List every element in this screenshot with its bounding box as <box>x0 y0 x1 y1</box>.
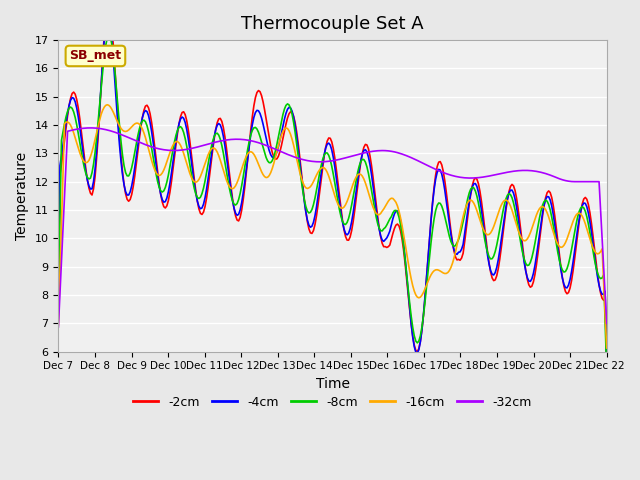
-16cm <box>54 322 62 328</box>
-8cm <box>238 183 246 189</box>
-32cm <box>603 320 611 326</box>
-16cm <box>104 102 111 108</box>
-4cm <box>247 131 255 137</box>
-8cm <box>220 150 227 156</box>
-2cm <box>238 207 246 213</box>
Line: -16cm: -16cm <box>58 105 607 348</box>
-16cm <box>220 168 227 173</box>
-4cm <box>238 200 246 205</box>
-4cm <box>104 15 111 21</box>
Line: -8cm: -8cm <box>58 35 607 371</box>
-16cm <box>296 169 303 175</box>
-32cm <box>574 179 582 184</box>
-8cm <box>124 173 131 179</box>
-2cm <box>124 196 131 202</box>
-8cm <box>296 165 303 171</box>
Text: SB_met: SB_met <box>69 49 122 62</box>
-2cm <box>220 125 227 131</box>
Line: -32cm: -32cm <box>58 128 607 327</box>
-8cm <box>247 132 255 138</box>
Line: -4cm: -4cm <box>58 18 607 367</box>
-4cm <box>603 364 611 370</box>
-16cm <box>247 149 255 155</box>
-8cm <box>105 32 113 38</box>
-8cm <box>574 214 582 220</box>
-16cm <box>238 166 246 172</box>
-32cm <box>247 138 255 144</box>
-32cm <box>124 134 131 140</box>
-32cm <box>54 324 62 330</box>
X-axis label: Time: Time <box>316 377 349 391</box>
-2cm <box>574 231 582 237</box>
-4cm <box>574 226 582 231</box>
-4cm <box>54 285 62 290</box>
Title: Thermocouple Set A: Thermocouple Set A <box>241 15 424 33</box>
-4cm <box>296 159 303 165</box>
-32cm <box>296 156 303 162</box>
-32cm <box>238 136 246 142</box>
-16cm <box>124 128 131 134</box>
-2cm <box>247 126 255 132</box>
-8cm <box>603 368 611 374</box>
-16cm <box>574 211 582 216</box>
Legend: -2cm, -4cm, -8cm, -16cm, -32cm: -2cm, -4cm, -8cm, -16cm, -32cm <box>129 391 537 414</box>
Y-axis label: Temperature: Temperature <box>15 152 29 240</box>
Line: -2cm: -2cm <box>58 6 607 372</box>
-2cm <box>603 369 611 375</box>
-4cm <box>124 192 131 198</box>
-32cm <box>220 138 227 144</box>
-2cm <box>296 154 303 159</box>
-16cm <box>603 345 611 351</box>
-32cm <box>86 125 94 131</box>
-2cm <box>105 3 113 9</box>
-4cm <box>220 133 227 139</box>
-2cm <box>54 290 62 296</box>
-8cm <box>54 295 62 301</box>
